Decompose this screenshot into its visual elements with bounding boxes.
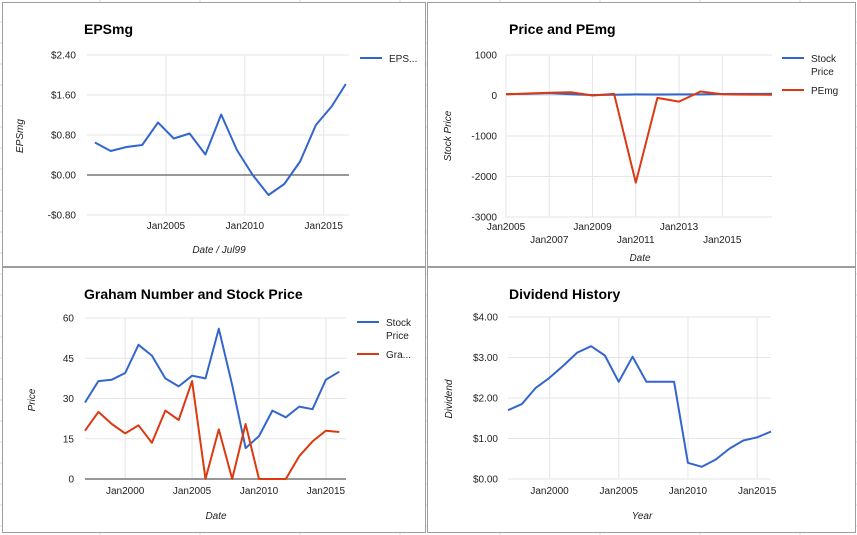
y-axis-label: Price: [27, 388, 38, 411]
x-axis: Jan2005 Jan2010 Jan2015: [147, 221, 344, 232]
y-tick-label: $0.80: [51, 131, 76, 142]
price-pemg-chart[interactable]: Price and PEmg 1000 0 -1000 -2000 -3000 Jan2…: [427, 2, 856, 267]
x-tick-label: Jan2005: [600, 486, 639, 497]
y-axis-label: EPSmg: [15, 119, 26, 153]
dividend-chart-svg: Dividend History $4.00 $3.00 $2.00 $1.00 $0.…: [444, 286, 777, 522]
y-tick-label: 15: [63, 434, 75, 445]
x-tick-label: Jan2010: [226, 221, 265, 232]
x-tick-label: Jan2009: [573, 222, 612, 233]
legend[interactable]: Stock Price Gra...: [357, 318, 412, 361]
x-tick-label: Jan2005: [173, 486, 212, 497]
y-axis: 1000 0 -1000 -2000 -3000: [471, 51, 497, 224]
y-tick-label: -3000: [471, 213, 497, 224]
y-axis-label: Dividend: [444, 379, 455, 418]
y-tick-label: -1000: [471, 132, 497, 143]
gridlines: [505, 54, 772, 218]
y-tick-label: $1.00: [473, 434, 498, 445]
x-tick-label: Jan2015: [305, 221, 344, 232]
series-lines[interactable]: [505, 90, 773, 184]
series-line[interactable]: [507, 345, 772, 468]
x-tick-label: Jan2005: [487, 222, 526, 233]
y-axis: $4.00 $3.00 $2.00 $1.00 $0.00: [473, 313, 498, 486]
series-lines[interactable]: [84, 327, 340, 480]
x-axis-label: Date: [629, 253, 651, 264]
dividend-chart[interactable]: Dividend History $4.00 $3.00 $2.00 $1.00 $0.…: [427, 267, 856, 533]
x-axis-label: Date / Jul99: [192, 245, 246, 256]
x-axis-label: Year: [632, 511, 653, 522]
graham-chart-svg: Graham Number and Stock Price 604530150 …: [27, 286, 412, 522]
series-line[interactable]: [94, 83, 347, 196]
x-tick-label: Jan2005: [147, 221, 186, 232]
x-axis: Jan2000 Jan2005 Jan2010 Jan2015: [106, 486, 346, 497]
legend[interactable]: Stock Price PEmg: [782, 54, 838, 97]
x-axis: Jan2000 Jan2005 Jan2010 Jan2015: [530, 486, 776, 497]
legend-label: Price: [386, 331, 409, 342]
y-tick-label: $0.00: [51, 171, 76, 182]
y-tick-label: $0.00: [473, 475, 498, 486]
gridlines: [87, 54, 349, 216]
x-tick-label: Jan2000: [106, 486, 145, 497]
series-lines[interactable]: [507, 345, 772, 468]
y-tick-label: $2.40: [51, 51, 76, 62]
x-tick-label: Jan2015: [703, 235, 742, 246]
x-tick-label: Jan2010: [240, 486, 279, 497]
x-tick-label: Jan2007: [530, 235, 569, 246]
y-axis-label: Stock Price: [443, 110, 454, 161]
graham-chart[interactable]: Graham Number and Stock Price 60 45 30 15 0 …: [2, 267, 426, 533]
x-axis-label: Date: [205, 511, 227, 522]
legend-label: Price: [811, 67, 834, 78]
y-tick-label: $3.00: [473, 353, 498, 364]
x-axis: Jan2005 Jan2007 Jan2009 Jan2011 Jan2013 Jan20…: [487, 222, 742, 246]
legend-label: PEmg: [811, 86, 838, 97]
x-tick-label: Jan2000: [530, 486, 569, 497]
gridlines: [85, 317, 346, 480]
chart-title: EPSmg: [84, 21, 133, 37]
x-tick-label: Jan2015: [738, 486, 777, 497]
eps-chart[interactable]: EPSmg $2.40 $1.60 $0.80 $0.00 -$0.80 Jan2005…: [2, 2, 426, 267]
y-tick-label: $2.00: [473, 394, 498, 405]
y-tick-label: 0: [491, 91, 497, 102]
series-line[interactable]: [505, 90, 773, 184]
y-tick-label: 60: [63, 314, 75, 325]
y-tick-label: 45: [63, 354, 75, 365]
y-tick-label: $1.60: [51, 91, 76, 102]
series-line[interactable]: [84, 380, 340, 480]
series-line[interactable]: [84, 327, 340, 450]
legend-label: EPS...: [389, 54, 417, 65]
chart-title: Dividend History: [509, 286, 620, 302]
gridlines: [508, 316, 771, 480]
price-pemg-chart-svg: Price and PEmg 1000 0 -1000 -2000 -3000 Jan2…: [443, 21, 838, 264]
y-tick-label: 0: [68, 475, 74, 486]
chart-title: Price and PEmg: [509, 21, 616, 37]
legend-label: Gra...: [386, 350, 411, 361]
x-tick-label: Jan2010: [669, 486, 708, 497]
y-tick-label: $4.00: [473, 313, 498, 324]
y-tick-label: 1000: [475, 51, 498, 62]
legend[interactable]: EPS...: [360, 54, 417, 65]
y-tick-label: -2000: [471, 172, 497, 183]
legend-label: Stock: [811, 54, 837, 65]
x-tick-label: Jan2013: [660, 222, 699, 233]
x-tick-label: Jan2015: [307, 486, 346, 497]
y-axis: $2.40 $1.60 $0.80 $0.00 -$0.80: [48, 51, 77, 222]
eps-chart-svg: EPSmg $2.40 $1.60 $0.80 $0.00 -$0.80 Jan2005…: [15, 21, 417, 256]
y-axis: 60 45 30 15 0: [63, 314, 75, 486]
y-tick-label: 30: [63, 394, 75, 405]
y-tick-label: -$0.80: [48, 211, 77, 222]
x-tick-label: Jan2011: [617, 235, 655, 246]
legend-label: Stock: [386, 318, 412, 329]
series-lines[interactable]: [94, 83, 347, 196]
chart-title: Graham Number and Stock Price: [84, 286, 303, 302]
